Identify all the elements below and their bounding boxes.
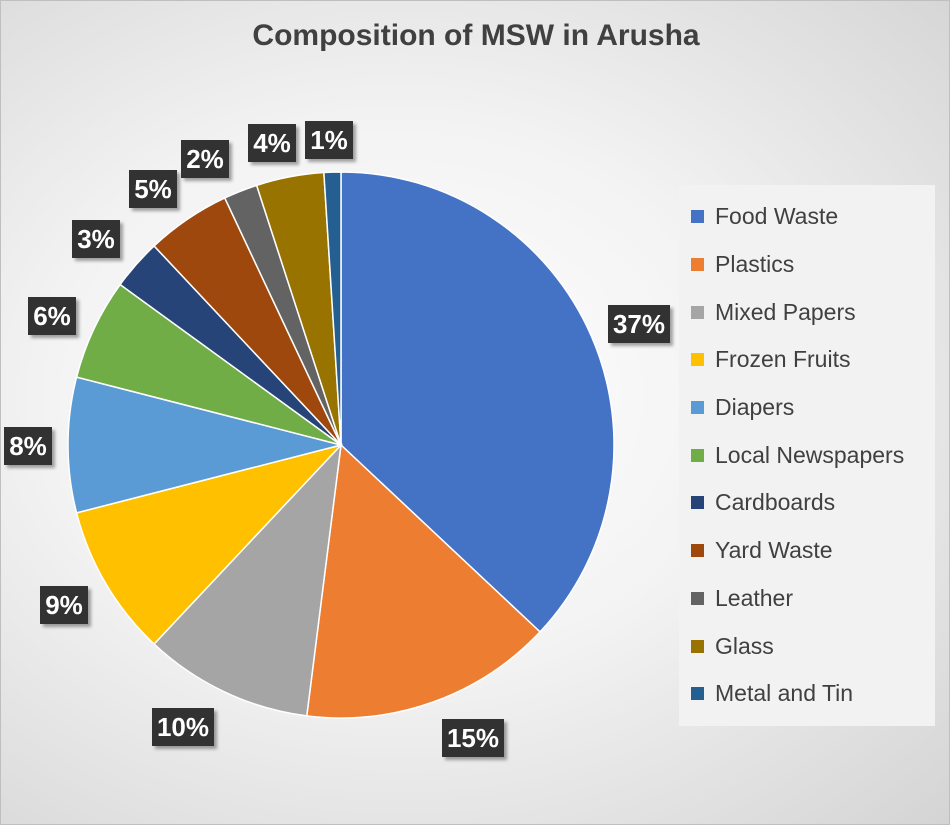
legend-swatch xyxy=(691,448,704,462)
legend-label: Plastics xyxy=(715,251,795,278)
legend-swatch xyxy=(691,305,704,319)
legend-swatch xyxy=(691,496,704,510)
data-label-yard-waste: 5% xyxy=(129,170,177,208)
legend-label: Leather xyxy=(715,584,794,611)
data-label-box xyxy=(442,719,504,757)
pie-slice-food-waste xyxy=(340,171,615,633)
data-label-cardboards: 3% xyxy=(72,220,120,258)
legend-label: Frozen Fruits xyxy=(715,346,851,373)
legend-item: Cardboards xyxy=(691,479,925,527)
legend-swatch xyxy=(691,353,704,367)
pie-slice-mixed-papers xyxy=(153,442,343,717)
data-label-text: 2% xyxy=(186,144,224,174)
data-label-text: 8% xyxy=(9,431,47,461)
legend-item: Plastics xyxy=(691,241,925,289)
chart-title: Composition of MSW in Arusha xyxy=(252,19,700,52)
legend-swatch xyxy=(691,687,704,701)
legend: Food Waste Plastics Mixed Papers Frozen Fru… xyxy=(679,185,935,726)
pie-slice-diapers xyxy=(67,376,342,514)
data-label-text: 15% xyxy=(447,723,499,753)
data-label-text: 37% xyxy=(613,309,665,339)
pie-slice-plastics xyxy=(305,443,542,719)
legend-label: Mixed Papers xyxy=(715,298,856,325)
data-label-frozen-fruits: 9% xyxy=(40,586,88,624)
legend-swatch xyxy=(691,210,704,224)
legend-item: Yard Waste xyxy=(691,527,925,575)
pie-slice-metal-and-tin xyxy=(323,171,342,446)
data-label-text: 9% xyxy=(45,590,83,620)
legend-item: Metal and Tin xyxy=(691,670,925,718)
legend-label: Food Waste xyxy=(715,203,839,230)
data-label-box xyxy=(4,427,52,465)
legend-item: Leather xyxy=(691,575,925,623)
legend-swatch xyxy=(691,591,704,605)
data-label-glass: 4% xyxy=(248,124,296,162)
data-label-box xyxy=(72,220,120,258)
legend-item: Local Newspapers xyxy=(691,431,925,479)
data-label-box xyxy=(248,124,296,162)
legend-item: Frozen Fruits xyxy=(691,336,925,384)
data-label-leather: 2% xyxy=(181,140,229,178)
data-label-mixed-papers: 10% xyxy=(152,708,214,746)
legend-item: Diapers xyxy=(691,384,925,432)
legend-swatch xyxy=(691,258,704,272)
data-label-box xyxy=(305,121,353,159)
data-label-food-waste: 37% xyxy=(608,305,670,343)
data-label-text: 10% xyxy=(157,712,209,742)
data-label-box xyxy=(129,170,177,208)
data-label-diapers: 8% xyxy=(4,427,52,465)
legend-label: Cardboards xyxy=(715,489,836,516)
data-label-plastics: 15% xyxy=(442,719,504,757)
data-label-text: 1% xyxy=(310,125,348,155)
legend-label: Yard Waste xyxy=(715,537,833,564)
legend-item: Glass xyxy=(691,622,925,670)
data-label-text: 3% xyxy=(77,224,115,254)
legend-swatch xyxy=(691,401,704,415)
data-label-box xyxy=(608,305,670,343)
data-label-text: 6% xyxy=(33,301,71,331)
legend-label: Diapers xyxy=(715,394,795,421)
data-label-box xyxy=(28,297,76,335)
legend-item: Mixed Papers xyxy=(691,288,925,336)
legend-item: Food Waste xyxy=(691,193,925,241)
data-label-local-newspapers: 6% xyxy=(28,297,76,335)
legend-label: Metal and Tin xyxy=(715,680,854,707)
data-label-metal-and-tin: 1% xyxy=(305,121,353,159)
legend-label: Glass xyxy=(715,632,774,659)
data-label-box xyxy=(40,586,88,624)
legend-swatch xyxy=(691,544,704,558)
data-label-text: 5% xyxy=(134,174,172,204)
legend-swatch xyxy=(691,639,704,653)
pie-slice-frozen-fruits xyxy=(75,443,344,646)
data-label-box xyxy=(152,708,214,746)
legend-label: Local Newspapers xyxy=(715,441,905,468)
data-label-text: 4% xyxy=(253,128,291,158)
data-label-box xyxy=(181,140,229,178)
